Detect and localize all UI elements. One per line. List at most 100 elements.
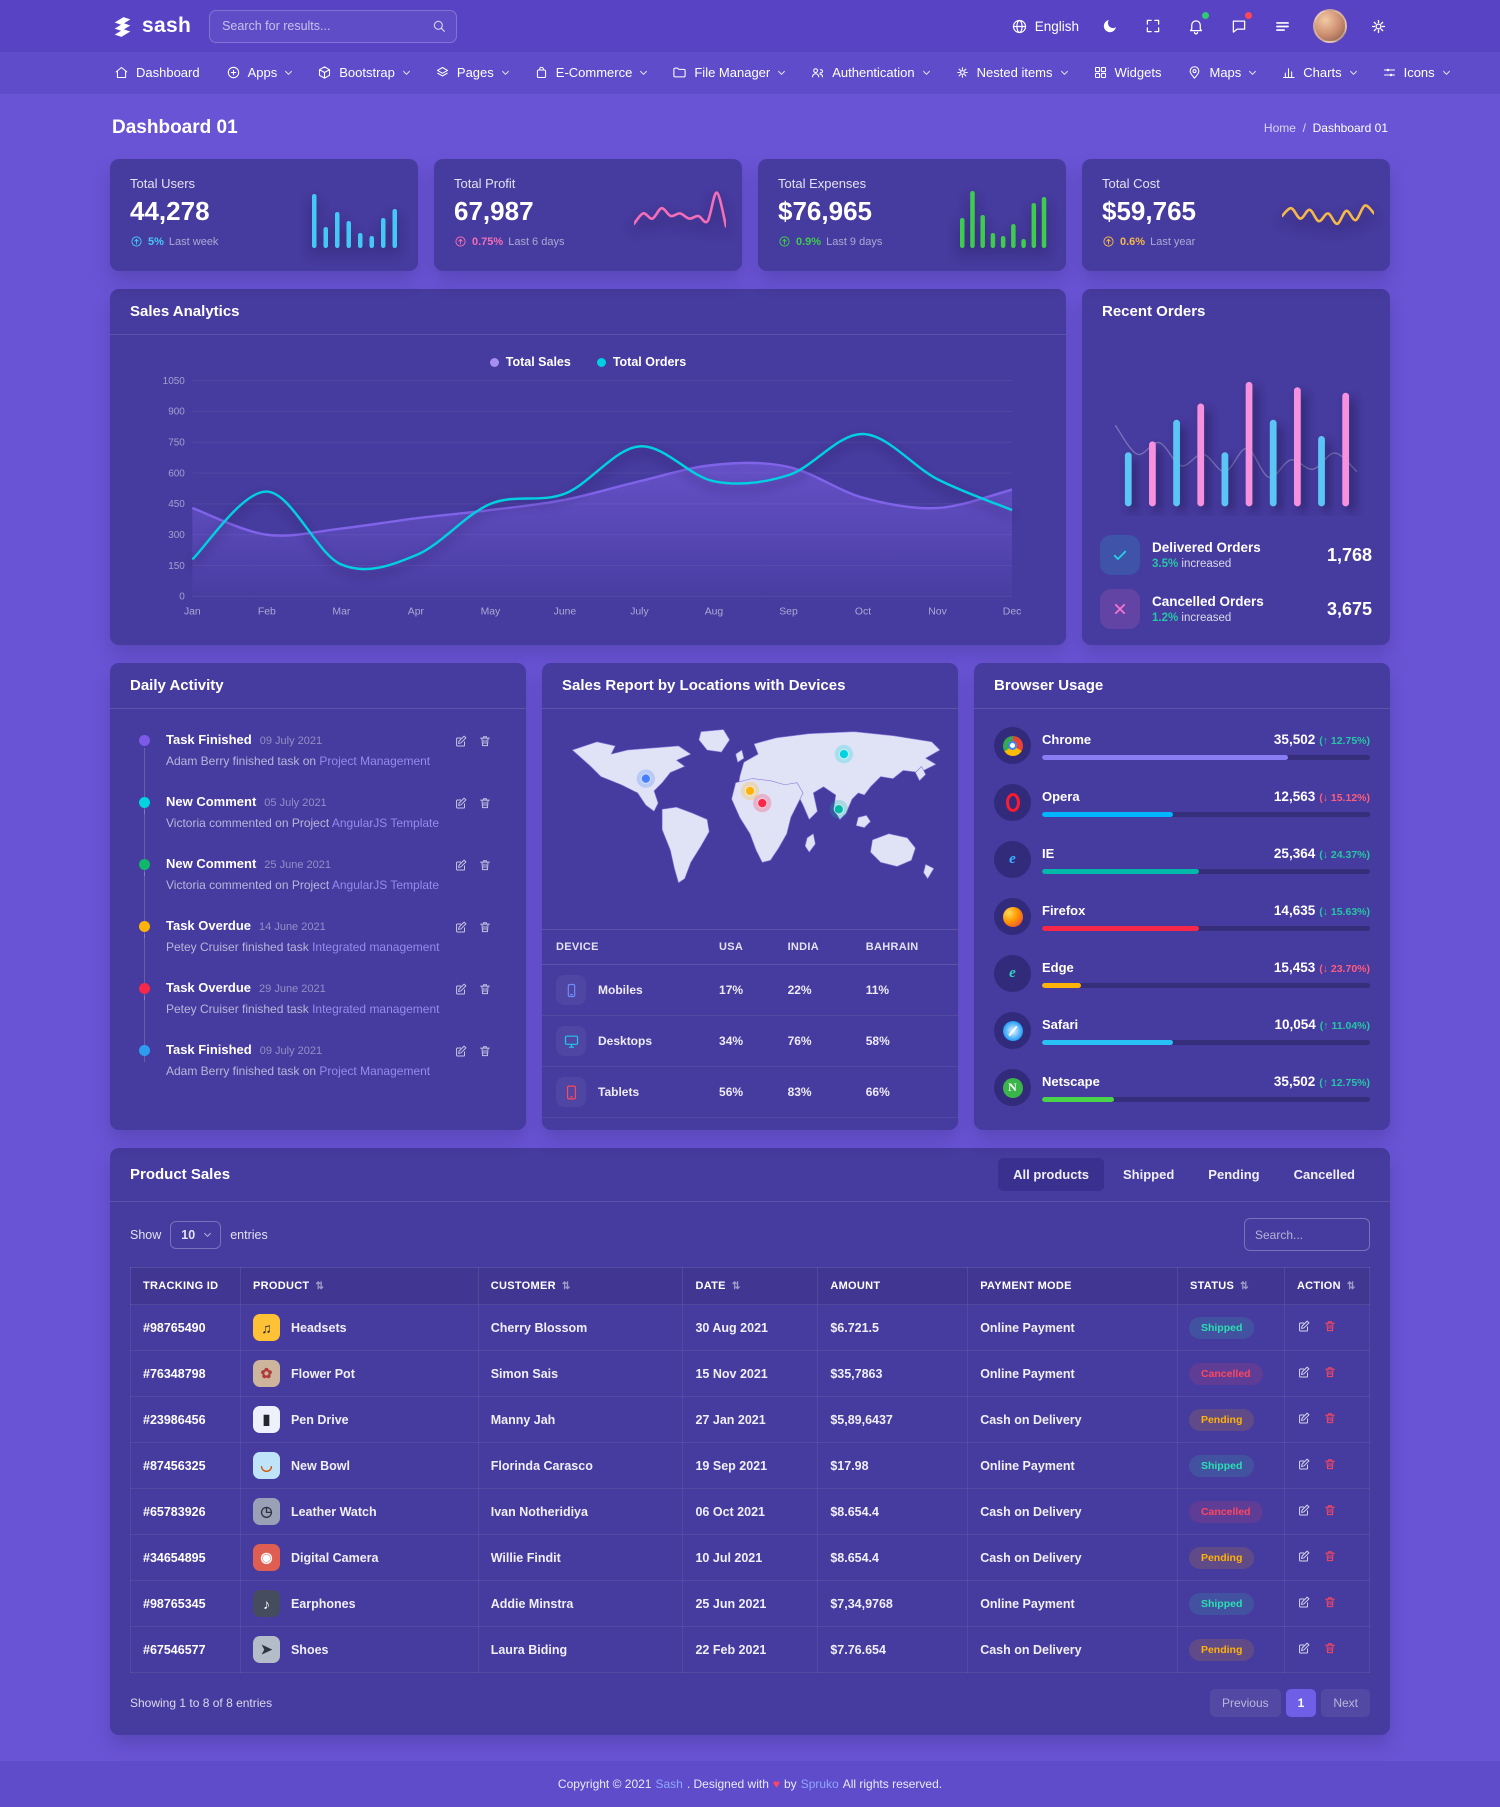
customer-cell: Cherry Blossom bbox=[477, 1304, 684, 1351]
search-input[interactable] bbox=[209, 9, 458, 43]
edit-button[interactable] bbox=[1297, 1457, 1311, 1474]
table-search-input[interactable] bbox=[1244, 1218, 1370, 1251]
edit-button[interactable] bbox=[1297, 1365, 1311, 1382]
fullscreen-button[interactable] bbox=[1141, 14, 1165, 38]
pagination-page-1[interactable]: 1 bbox=[1285, 1689, 1317, 1717]
legend-item-total-orders[interactable]: Total Orders bbox=[596, 355, 686, 369]
trash-icon bbox=[1323, 1365, 1337, 1379]
edit-button[interactable] bbox=[1297, 1319, 1311, 1336]
messages-button[interactable] bbox=[1227, 12, 1252, 38]
pagination-next[interactable]: Next bbox=[1321, 1689, 1370, 1717]
delete-button[interactable] bbox=[478, 796, 492, 815]
timeline-dot bbox=[138, 1045, 150, 1056]
delete-button[interactable] bbox=[1323, 1365, 1337, 1382]
nav-item-authentication[interactable]: Authentication bbox=[800, 59, 938, 86]
svg-text:Jan: Jan bbox=[184, 606, 201, 617]
activity-link[interactable]: Integrated management bbox=[312, 940, 440, 954]
browser-usage-card: Browser Usage Chrome 35,502 (↑ 12.75%) Ope… bbox=[974, 663, 1390, 1130]
sort-icon[interactable]: ⇅ bbox=[315, 1281, 325, 1292]
nav-item-dashboard[interactable]: Dashboard bbox=[104, 59, 210, 86]
delete-button[interactable] bbox=[1323, 1549, 1337, 1566]
sidebar-toggle[interactable] bbox=[1270, 14, 1294, 38]
footer-brand-link[interactable]: Sash bbox=[655, 1777, 683, 1791]
device-label: Tablets bbox=[598, 1085, 640, 1099]
table-search bbox=[1244, 1218, 1370, 1251]
nav-item-label: File Manager bbox=[694, 65, 771, 80]
pagination-previous[interactable]: Previous bbox=[1209, 1689, 1281, 1717]
activity-link[interactable]: Project Management bbox=[319, 1064, 431, 1078]
sort-icon[interactable]: ⇅ bbox=[1346, 1281, 1356, 1292]
search-icon[interactable] bbox=[431, 18, 447, 34]
page-size-select[interactable]: 10 bbox=[170, 1220, 222, 1249]
nav-item-icons[interactable]: Icons bbox=[1372, 59, 1459, 86]
nav-item-widgets[interactable]: Widgets bbox=[1083, 59, 1172, 86]
edit-button[interactable] bbox=[1297, 1503, 1311, 1520]
delete-button[interactable] bbox=[478, 858, 492, 877]
nav-item-pages[interactable]: Pages bbox=[425, 59, 518, 86]
user-avatar[interactable] bbox=[1313, 9, 1347, 43]
activity-link[interactable]: AngularJS Template bbox=[331, 878, 440, 892]
sort-icon[interactable]: ⇅ bbox=[561, 1281, 571, 1292]
delete-button[interactable] bbox=[1323, 1319, 1337, 1336]
logo-detail bbox=[1008, 741, 1017, 750]
edit-button[interactable] bbox=[1297, 1641, 1311, 1658]
activity-link[interactable]: Project Management bbox=[319, 754, 431, 768]
col-date[interactable]: DATE ⇅ bbox=[682, 1267, 819, 1305]
tablet-glyph bbox=[563, 1084, 580, 1101]
col-customer[interactable]: CUSTOMER ⇅ bbox=[477, 1267, 684, 1305]
tab-cancelled[interactable]: Cancelled bbox=[1293, 1167, 1355, 1182]
delete-button[interactable] bbox=[1323, 1503, 1337, 1520]
nav-item-bootstrap[interactable]: Bootstrap bbox=[307, 59, 419, 86]
tab-shipped[interactable]: Shipped bbox=[1123, 1167, 1175, 1182]
delete-button[interactable] bbox=[1323, 1641, 1337, 1658]
activity-body: Task Overdue 14 June 2021 Petey Cruiser fi… bbox=[166, 918, 454, 954]
edit-button[interactable] bbox=[1297, 1411, 1311, 1428]
activity-link[interactable]: Integrated management bbox=[312, 1002, 440, 1016]
tab-all-products[interactable]: All products bbox=[998, 1158, 1105, 1191]
customer-cell: Addie Minstra bbox=[477, 1580, 684, 1627]
edit-button[interactable] bbox=[454, 858, 468, 877]
pagination: Previous 1 Next bbox=[1209, 1689, 1370, 1717]
delete-button[interactable] bbox=[1323, 1595, 1337, 1612]
sales-analytics-card: Sales Analytics Total Sales Total Orders … bbox=[110, 289, 1066, 645]
activity-actions bbox=[454, 980, 512, 1016]
nav-item-file-manager[interactable]: File Manager bbox=[662, 59, 794, 86]
col-product[interactable]: PRODUCT ⇅ bbox=[239, 1267, 479, 1305]
notifications-button[interactable] bbox=[1184, 12, 1209, 38]
edit-button[interactable] bbox=[454, 796, 468, 815]
edit-button[interactable] bbox=[1297, 1595, 1311, 1612]
app-logo[interactable]: sash bbox=[110, 14, 191, 39]
delete-button[interactable] bbox=[1323, 1411, 1337, 1428]
breadcrumb-home[interactable]: Home bbox=[1263, 121, 1296, 135]
col-action[interactable]: ACTION ⇅ bbox=[1283, 1267, 1371, 1305]
activity-item: New Comment 05 July 2021 Victoria commente… bbox=[110, 781, 520, 876]
edit-button[interactable] bbox=[454, 1044, 468, 1063]
nav-item-apps[interactable]: Apps bbox=[216, 59, 302, 86]
language-selector[interactable]: English bbox=[1011, 18, 1079, 35]
legend-item-total-sales[interactable]: Total Sales bbox=[489, 355, 571, 369]
nav-item-e-commerce[interactable]: E-Commerce bbox=[524, 59, 657, 86]
nav-item-maps[interactable]: Maps bbox=[1177, 59, 1265, 86]
delete-button[interactable] bbox=[478, 1044, 492, 1063]
sort-icon[interactable]: ⇅ bbox=[731, 1281, 741, 1292]
tab-pending[interactable]: Pending bbox=[1208, 1167, 1260, 1182]
dark-mode-toggle[interactable] bbox=[1098, 14, 1122, 38]
edit-button[interactable] bbox=[454, 920, 468, 939]
table-row: #65783926 ◷ Leather Watch Ivan Notheridiya 0… bbox=[130, 1488, 1371, 1535]
sort-icon[interactable]: ⇅ bbox=[1240, 1281, 1249, 1292]
delete-button[interactable] bbox=[478, 982, 492, 1001]
footer-designer-link[interactable]: Spruko bbox=[800, 1777, 839, 1791]
nav-item-nested-items[interactable]: Nested items bbox=[945, 59, 1077, 86]
delete-button[interactable] bbox=[478, 920, 492, 939]
delete-button[interactable] bbox=[1323, 1457, 1337, 1474]
delete-button[interactable] bbox=[478, 734, 492, 753]
nav-item-label: Pages bbox=[456, 65, 494, 80]
activity-link[interactable]: AngularJS Template bbox=[331, 816, 440, 830]
edit-button[interactable] bbox=[454, 982, 468, 1001]
edit-button[interactable] bbox=[1297, 1549, 1311, 1566]
edit-button[interactable] bbox=[454, 734, 468, 753]
settings-button[interactable] bbox=[1366, 14, 1390, 38]
browser-value: 35,502 bbox=[1273, 731, 1316, 747]
col-status[interactable]: STATUS ⇅ bbox=[1176, 1267, 1285, 1305]
nav-item-charts[interactable]: Charts bbox=[1271, 59, 1365, 86]
